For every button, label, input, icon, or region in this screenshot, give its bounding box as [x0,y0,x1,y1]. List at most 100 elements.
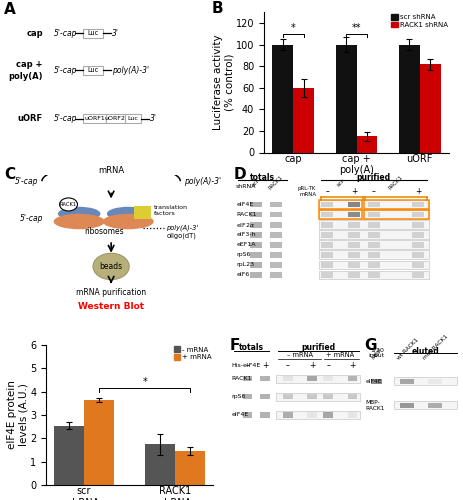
Text: cap: cap [26,28,43,38]
Text: A: A [5,2,16,17]
Text: eEF1A: eEF1A [236,242,256,247]
Text: G: G [364,338,377,353]
FancyBboxPatch shape [250,212,262,218]
FancyBboxPatch shape [324,412,333,418]
Text: His-eIF4E: His-eIF4E [232,363,261,368]
Bar [357,136,377,152]
FancyBboxPatch shape [412,202,425,207]
Bar [175,451,206,485]
Text: cap +: cap + [17,60,43,68]
Bar [145,444,175,485]
Legend: scr shRNA, RACK1 shRNA: scr shRNA, RACK1 shRNA [391,13,449,28]
Text: mRNA: mRNA [299,192,316,197]
Bar [54,426,84,485]
Text: +: + [351,187,357,196]
Text: poly(A): poly(A) [8,72,43,81]
FancyBboxPatch shape [394,378,457,386]
Text: beads: beads [100,262,123,271]
FancyBboxPatch shape [250,202,262,207]
Text: – mRNA: – mRNA [287,352,313,358]
Text: Luc: Luc [88,68,99,73]
FancyBboxPatch shape [270,212,282,218]
Text: –: – [286,361,290,370]
Text: 5'-cap: 5'-cap [54,114,77,123]
Text: MBP-
RACK1: MBP- RACK1 [366,400,385,410]
FancyBboxPatch shape [83,29,103,38]
Text: MBP: MBP [370,348,383,361]
Text: shRNA: shRNA [236,184,257,189]
FancyBboxPatch shape [283,376,293,382]
Text: purified: purified [357,173,391,182]
FancyBboxPatch shape [371,402,382,408]
Text: 1/30
input: 1/30 input [369,347,385,358]
FancyBboxPatch shape [319,240,430,249]
FancyBboxPatch shape [348,232,360,237]
FancyBboxPatch shape [250,272,262,278]
FancyBboxPatch shape [319,270,430,280]
Y-axis label: Luciferase activity
(% control): Luciferase activity (% control) [213,34,234,130]
FancyBboxPatch shape [348,394,357,400]
Text: Luc: Luc [127,116,138,121]
FancyBboxPatch shape [348,376,357,382]
Text: F: F [230,338,240,353]
Text: RACK1: RACK1 [388,174,404,191]
Text: eIF4E: eIF4E [232,412,249,418]
FancyBboxPatch shape [276,411,360,419]
Text: uORF2: uORF2 [105,116,126,121]
FancyBboxPatch shape [412,222,425,228]
FancyBboxPatch shape [348,272,360,278]
FancyBboxPatch shape [324,376,333,382]
Bar [399,45,420,152]
Text: poly(A)-3': poly(A)-3' [112,66,149,75]
FancyBboxPatch shape [270,262,282,268]
Text: +: + [262,361,268,370]
FancyBboxPatch shape [319,220,430,229]
FancyBboxPatch shape [348,202,360,207]
Text: mut RACK1: mut RACK1 [422,334,449,361]
FancyBboxPatch shape [250,252,262,258]
Text: poly(A)-3': poly(A)-3' [183,176,221,186]
FancyBboxPatch shape [276,393,360,400]
FancyBboxPatch shape [319,210,430,219]
Text: +: + [415,187,421,196]
FancyBboxPatch shape [321,202,333,207]
Ellipse shape [103,214,154,229]
FancyBboxPatch shape [270,232,282,237]
FancyBboxPatch shape [368,202,380,207]
FancyBboxPatch shape [368,232,380,237]
Text: eluted: eluted [412,347,440,356]
Text: eIF2$\alpha$: eIF2$\alpha$ [236,220,256,228]
Legend: - mRNA, + mRNA: - mRNA, + mRNA [173,346,213,361]
Text: 5'-cap: 5'-cap [15,176,39,186]
FancyBboxPatch shape [283,412,293,418]
Text: 5'-cap: 5'-cap [54,28,77,38]
FancyBboxPatch shape [243,394,252,400]
FancyBboxPatch shape [412,232,425,237]
Text: purified: purified [302,342,336,351]
Text: C: C [5,167,16,182]
FancyBboxPatch shape [348,412,357,418]
Text: uORF1: uORF1 [84,116,105,121]
Text: –: – [325,187,329,196]
Text: + mRNA: + mRNA [326,352,354,358]
FancyBboxPatch shape [371,378,382,384]
FancyBboxPatch shape [321,232,333,237]
Circle shape [93,254,129,280]
Y-axis label: eIF4E protein
levels (A.U.): eIF4E protein levels (A.U.) [7,380,29,450]
FancyBboxPatch shape [348,202,360,207]
FancyBboxPatch shape [319,200,430,209]
Text: oligo(dT): oligo(dT) [167,232,196,238]
FancyBboxPatch shape [348,242,360,248]
FancyBboxPatch shape [270,222,282,228]
Circle shape [60,198,77,211]
Text: +: + [349,361,356,370]
FancyBboxPatch shape [250,232,262,237]
Text: B: B [212,2,224,16]
Text: eIF3-h: eIF3-h [236,232,256,237]
FancyBboxPatch shape [368,272,380,278]
Text: rpS6: rpS6 [232,394,246,400]
FancyBboxPatch shape [83,114,106,123]
Text: eIF4E: eIF4E [366,379,382,384]
Text: 3': 3' [150,114,157,123]
Text: rpS6: rpS6 [236,252,250,258]
